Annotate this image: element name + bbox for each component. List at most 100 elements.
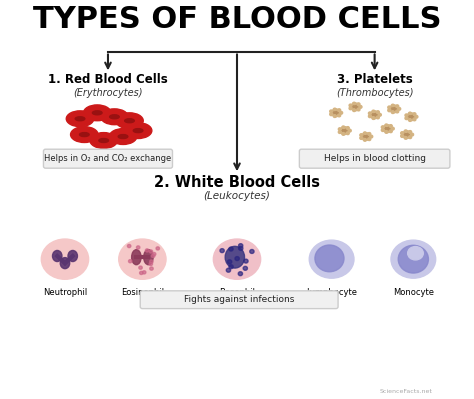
Ellipse shape — [83, 105, 111, 121]
Circle shape — [396, 105, 399, 108]
Circle shape — [392, 111, 394, 113]
Ellipse shape — [41, 239, 89, 279]
Circle shape — [156, 247, 159, 250]
Circle shape — [137, 246, 140, 249]
Circle shape — [382, 129, 384, 131]
Ellipse shape — [99, 138, 109, 142]
Text: Lymphocyte: Lymphocyte — [306, 288, 357, 297]
Circle shape — [330, 110, 333, 113]
Circle shape — [128, 260, 132, 263]
Circle shape — [389, 130, 392, 132]
Circle shape — [404, 136, 407, 139]
Text: Eosinophil: Eosinophil — [121, 288, 164, 297]
Circle shape — [401, 134, 404, 137]
Circle shape — [340, 127, 349, 134]
Ellipse shape — [75, 117, 85, 121]
Circle shape — [382, 126, 384, 128]
Circle shape — [390, 105, 398, 113]
Text: (Thrombocytes): (Thrombocytes) — [336, 88, 413, 98]
Circle shape — [413, 118, 416, 121]
Circle shape — [337, 109, 341, 112]
Ellipse shape — [116, 113, 143, 128]
Circle shape — [243, 267, 247, 270]
Circle shape — [149, 263, 153, 266]
Circle shape — [398, 107, 401, 110]
Text: TYPES OF BLOOD CELLS: TYPES OF BLOOD CELLS — [33, 5, 441, 34]
Circle shape — [229, 247, 233, 251]
Circle shape — [150, 260, 153, 263]
Circle shape — [409, 136, 411, 138]
FancyBboxPatch shape — [300, 149, 450, 168]
Ellipse shape — [71, 126, 98, 142]
Circle shape — [409, 112, 411, 115]
Text: Basophil: Basophil — [219, 288, 255, 297]
Ellipse shape — [68, 251, 77, 261]
Circle shape — [404, 130, 407, 133]
Circle shape — [238, 244, 243, 248]
Ellipse shape — [66, 111, 94, 126]
Circle shape — [370, 111, 379, 119]
Ellipse shape — [391, 240, 436, 278]
Circle shape — [378, 113, 381, 116]
Ellipse shape — [109, 115, 119, 119]
Circle shape — [368, 115, 372, 118]
Circle shape — [139, 266, 142, 269]
Circle shape — [342, 132, 345, 135]
Ellipse shape — [132, 250, 141, 265]
Circle shape — [152, 253, 156, 256]
Ellipse shape — [90, 132, 118, 148]
Circle shape — [238, 272, 243, 276]
Ellipse shape — [133, 128, 143, 132]
Circle shape — [353, 102, 356, 105]
Circle shape — [360, 134, 363, 136]
Circle shape — [332, 109, 340, 117]
Text: (Leukocytes): (Leukocytes) — [203, 191, 271, 201]
Circle shape — [385, 130, 388, 133]
Ellipse shape — [408, 247, 423, 260]
Text: Helps in blood clotting: Helps in blood clotting — [324, 154, 426, 163]
Circle shape — [333, 115, 336, 117]
Ellipse shape — [100, 109, 128, 124]
Circle shape — [368, 138, 371, 140]
Circle shape — [338, 131, 341, 133]
Circle shape — [410, 133, 414, 136]
Text: Helps in O₂ and CO₂ exchange: Helps in O₂ and CO₂ exchange — [45, 154, 172, 163]
Circle shape — [376, 116, 379, 119]
Circle shape — [146, 249, 149, 252]
Text: 3. Platelets: 3. Platelets — [337, 73, 412, 86]
Circle shape — [360, 136, 363, 139]
Circle shape — [340, 111, 343, 114]
Circle shape — [405, 114, 408, 117]
Circle shape — [389, 124, 392, 127]
Circle shape — [348, 129, 351, 132]
Circle shape — [220, 249, 224, 253]
Circle shape — [368, 132, 371, 135]
Ellipse shape — [60, 258, 70, 269]
Circle shape — [383, 125, 392, 132]
Circle shape — [150, 267, 153, 270]
Ellipse shape — [80, 132, 89, 136]
Circle shape — [359, 105, 362, 108]
Circle shape — [364, 138, 366, 141]
Text: (Erythrocytes): (Erythrocytes) — [73, 88, 143, 98]
FancyBboxPatch shape — [140, 291, 338, 308]
Text: ScienceFacts.net: ScienceFacts.net — [380, 389, 433, 394]
Ellipse shape — [225, 246, 245, 268]
Text: 2. White Blood Cells: 2. White Blood Cells — [154, 174, 320, 190]
Circle shape — [330, 113, 333, 116]
Circle shape — [402, 130, 411, 138]
Ellipse shape — [118, 134, 128, 138]
Circle shape — [364, 132, 366, 134]
Circle shape — [396, 110, 399, 113]
Circle shape — [333, 108, 336, 111]
Circle shape — [392, 104, 394, 107]
Ellipse shape — [213, 239, 261, 279]
Circle shape — [250, 249, 254, 253]
Circle shape — [362, 132, 370, 140]
Circle shape — [349, 107, 352, 110]
Circle shape — [235, 257, 239, 261]
Circle shape — [342, 126, 345, 129]
Circle shape — [353, 109, 356, 112]
Ellipse shape — [125, 119, 134, 123]
Ellipse shape — [309, 240, 354, 278]
